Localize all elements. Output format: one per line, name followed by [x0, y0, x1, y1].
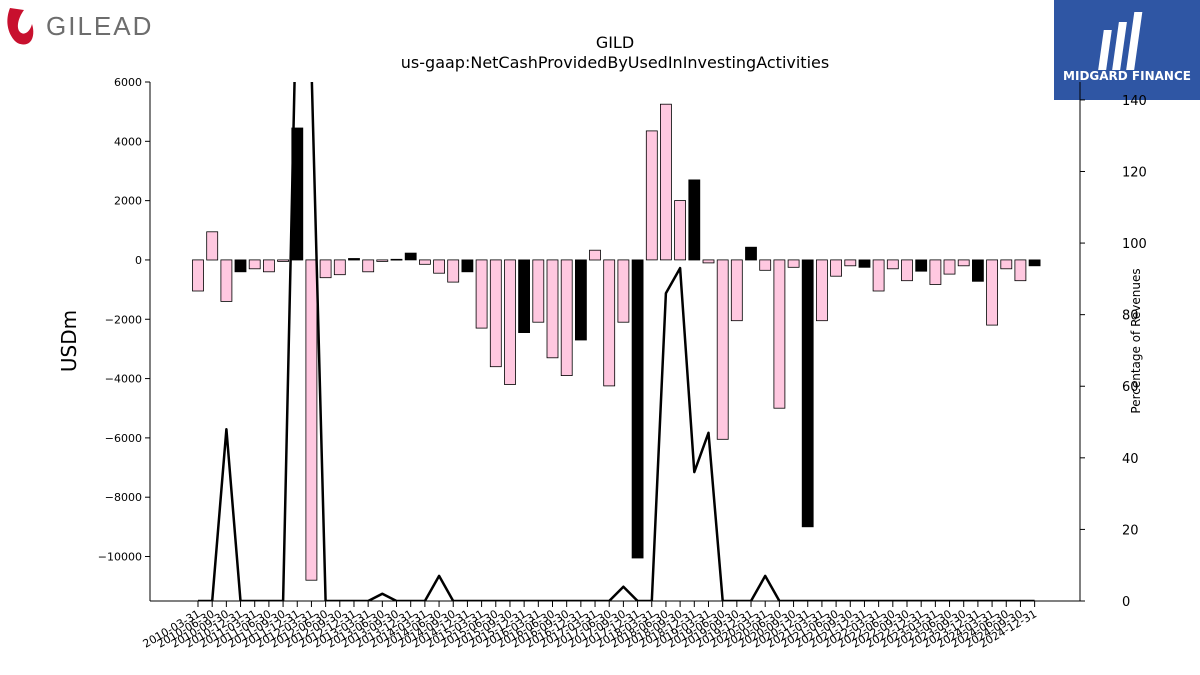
bar-2015-09-30	[504, 259, 516, 385]
bar-2011-09-30	[277, 259, 290, 262]
bar-2015-03-31	[475, 259, 488, 329]
y-tick-label: 0	[135, 254, 142, 267]
bar-2012-09-30	[333, 259, 346, 276]
gilead-logo: GILEAD	[4, 4, 164, 50]
bar-2021-06-30	[830, 259, 842, 277]
bar-2024-09-30	[1014, 259, 1027, 282]
midgard-emblem-icon	[1098, 12, 1143, 70]
gilead-flame-icon	[7, 8, 34, 45]
bar-2018-06-30	[660, 103, 672, 261]
y2-tick-label: 0	[1122, 595, 1130, 610]
y-tick-label: 2000	[114, 195, 142, 208]
bars-layer	[192, 103, 1041, 581]
bar-2012-12-31	[348, 258, 360, 261]
bar-2023-03-31	[929, 259, 942, 285]
y-tick-label: −8000	[105, 491, 142, 504]
y2-tick-label: 20	[1122, 523, 1139, 538]
bar-2021-12-31	[858, 259, 871, 268]
bar-2023-12-31	[972, 259, 984, 282]
bar-2019-09-30	[730, 259, 743, 322]
bar-2016-09-30	[560, 259, 573, 376]
bar-2014-03-31	[418, 259, 431, 265]
bar-2017-12-31	[631, 259, 644, 559]
bar-2022-06-30	[886, 259, 899, 270]
y2-tick-label: 100	[1122, 237, 1147, 252]
bar-2015-12-31	[518, 259, 530, 333]
bar-2013-03-31	[362, 259, 375, 273]
chart-title: GILD	[596, 33, 634, 52]
bar-2010-06-30	[206, 231, 219, 261]
y2-tick-label: 120	[1122, 165, 1147, 180]
axes-layer: 6000 4000 2000 0 −2000 −4000 −6000 −8000 −10000 0…	[98, 76, 1147, 651]
bar-2018-09-30	[674, 200, 686, 261]
y2-axis-label: Percentage of Revenues	[1129, 268, 1143, 413]
bar-2016-06-30	[546, 259, 559, 359]
bar-2017-03-31	[589, 249, 601, 261]
bar-2021-03-31	[816, 259, 828, 322]
bar-2010-09-30	[220, 259, 233, 302]
bar-2010-03-31	[192, 259, 204, 292]
bar-2016-03-31	[532, 259, 545, 323]
watermark-label: MIDGARD FINANCE	[1063, 69, 1191, 83]
bar-2014-06-30	[433, 259, 446, 274]
bar-2020-06-30	[773, 259, 786, 409]
bar-2023-06-30	[943, 259, 956, 275]
bar-2013-09-30	[390, 258, 403, 261]
bar-2012-03-31	[305, 259, 318, 581]
bar-2010-12-31	[234, 259, 247, 273]
gilead-wordmark: GILEAD	[46, 11, 153, 41]
percent-line-layer	[198, 82, 1035, 601]
bar-2024-12-31	[1028, 259, 1041, 267]
bar-2014-09-30	[447, 259, 460, 283]
bar-2019-03-31	[702, 259, 715, 264]
bar-2020-12-31	[801, 259, 814, 528]
bar-2023-09-30	[957, 259, 970, 267]
bar-2022-03-31	[872, 259, 885, 292]
y2-tick-label: 40	[1122, 452, 1139, 467]
bar-2022-09-30	[901, 259, 913, 282]
bar-2020-09-30	[787, 259, 800, 268]
y2-tick-label: 140	[1122, 94, 1147, 109]
bar-2024-03-31	[986, 259, 998, 326]
bar-2019-06-30	[716, 259, 729, 440]
bar-2021-09-30	[844, 259, 857, 267]
bar-2017-09-30	[617, 259, 630, 323]
bar-2011-06-30	[262, 259, 275, 273]
bar-2020-03-31	[759, 259, 772, 271]
bar-2014-12-31	[461, 259, 474, 273]
y-tick-label: −6000	[105, 432, 142, 445]
bar-2018-03-31	[645, 130, 658, 261]
bar-2013-06-30	[376, 259, 389, 262]
bar-2017-06-30	[603, 259, 616, 387]
bar-2015-06-30	[489, 259, 502, 368]
y-axis-label: USDm	[57, 310, 81, 372]
percent-of-revenues-line	[198, 82, 1035, 601]
bar-2016-12-31	[575, 259, 587, 341]
y2-tick-label: 80	[1122, 309, 1139, 324]
bar-2011-03-31	[248, 259, 261, 270]
y-tick-label: −10000	[98, 551, 142, 564]
bar-2012-06-30	[319, 259, 332, 279]
y-tick-label: 4000	[114, 135, 142, 148]
midgard-finance-watermark: MIDGARD FINANCE	[1054, 0, 1200, 100]
y-tick-label: −2000	[105, 313, 142, 326]
bar-2022-12-31	[915, 259, 928, 272]
y2-tick-label: 60	[1122, 380, 1139, 395]
bar-2018-12-31	[688, 179, 701, 261]
bar-2024-06-30	[1000, 259, 1013, 270]
bar-2013-12-31	[404, 252, 417, 261]
y-tick-label: −4000	[105, 373, 142, 386]
bar-2019-12-31	[745, 246, 757, 261]
y-tick-label: 6000	[114, 76, 142, 89]
chart-subtitle: us-gaap:NetCashProvidedByUsedInInvesting…	[401, 53, 829, 72]
